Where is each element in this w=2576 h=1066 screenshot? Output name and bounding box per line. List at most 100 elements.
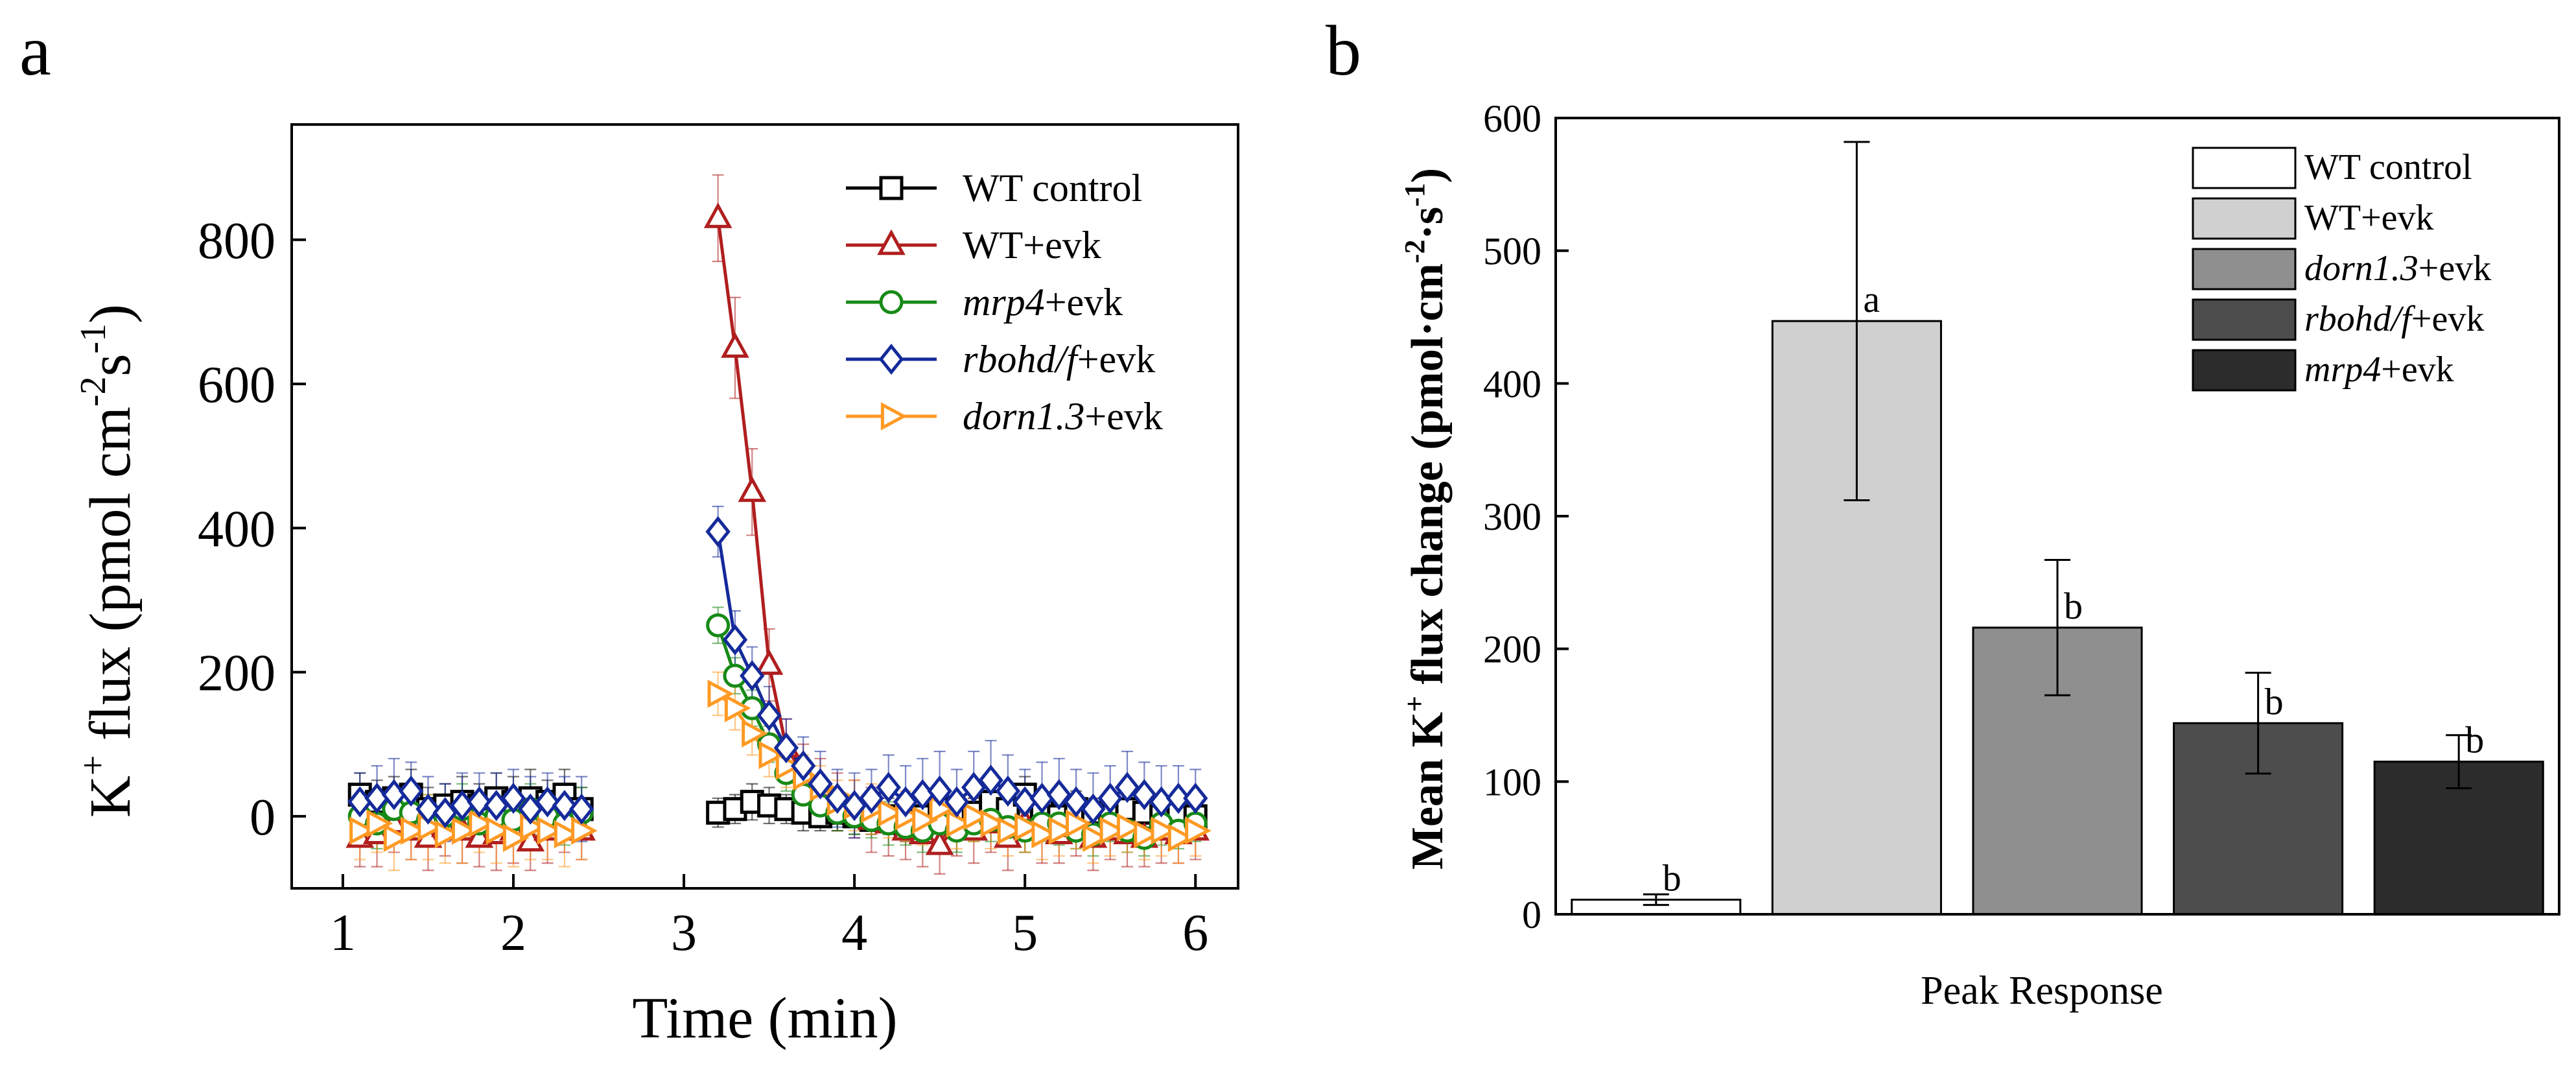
panel-a-legend-label-wt_control: WT control xyxy=(963,167,1142,209)
panel-a-marker-dorn xyxy=(1048,816,1075,845)
panel-a-marker-dorn xyxy=(1151,816,1178,845)
panel-b-y-ticks: 0 100 200 300 400 500 600 xyxy=(1483,97,1569,936)
panel-b-significance-letters: b a b b b xyxy=(1663,278,2484,899)
panel-a-marker-rbohd xyxy=(773,732,799,764)
panel-a-marker-wt_evk xyxy=(925,829,954,855)
panel-a-marker-dorn xyxy=(469,809,495,838)
panel-a-y-ticks: 0 200 400 600 800 xyxy=(198,213,306,846)
panel-a-marker-dorn xyxy=(1116,812,1143,842)
panel-b-legend-swatch xyxy=(2192,349,2297,392)
panel-a-marker-rbohd xyxy=(535,786,560,818)
panel-a-marker-wt_evk xyxy=(721,332,749,358)
panel-a-marker-rbohd xyxy=(927,775,952,807)
panel-a-marker-dorn xyxy=(707,680,734,708)
panel-a-marker-dorn xyxy=(571,816,598,845)
panel-a-marker-rbohd xyxy=(1183,783,1208,814)
panel-b-y-tick-label: 400 xyxy=(1483,362,1541,405)
panel-a-y-tick-label: 600 xyxy=(198,357,275,414)
panel-a-marker-dorn xyxy=(1185,816,1212,845)
panel-a-x-tick-label: 4 xyxy=(841,905,867,962)
panel-a-y-tick-label: 0 xyxy=(250,789,275,846)
panel-a-plot-frame xyxy=(290,123,1239,890)
panel-a-marker-dorn xyxy=(401,816,427,845)
panel-a-marker-rbohd xyxy=(995,775,1021,807)
panel-b-y-tick-label: 600 xyxy=(1483,97,1541,140)
panel-b-legend: WT control WT+evk dorn1.3+evk rbohd/f+evk mr… xyxy=(2192,147,2491,392)
panel-a-x-tick-label: 3 xyxy=(671,905,697,962)
panel-b-y-tick-label: 200 xyxy=(1483,628,1541,671)
panel-a-marker-rbohd xyxy=(705,515,731,547)
panel-a-legend-marker-mrp4 xyxy=(879,290,904,314)
panel-a-legend-label-wt_evk: WT+evk xyxy=(963,224,1101,266)
panel-a-marker-rbohd xyxy=(808,768,833,800)
panel-b-significance-letter: b xyxy=(2265,680,2284,722)
panel-b-peak-response: b Mean K+ flux change (pmol·cm-2·s-1) b a… xyxy=(1326,11,2560,1013)
panel-a-legend-marker-wt_control xyxy=(879,176,904,200)
panel-b-letter: b xyxy=(1326,11,1361,90)
panel-b-legend-swatch xyxy=(2192,197,2297,240)
panel-a-letter: a xyxy=(19,11,51,90)
panel-a-legend-marker-dorn xyxy=(880,402,907,431)
panel-a-y-axis-title: K+ flux (pmol cm-2s-1) xyxy=(73,304,143,818)
panel-a-marker-rbohd xyxy=(978,764,1003,796)
panel-b-legend-label: dorn1.3+evk xyxy=(2304,248,2491,289)
panel-a-x-tick-label: 6 xyxy=(1182,905,1208,962)
panel-b-significance-letter: b xyxy=(2064,585,2083,627)
panel-a-legend-label-dorn: dorn1.3+evk xyxy=(963,395,1163,438)
panel-b-significance-letter: b xyxy=(1663,857,1681,899)
panel-a-marker-rbohd xyxy=(569,793,594,825)
panel-a-marker-rbohd xyxy=(790,750,816,782)
panel-a-marker-rbohd xyxy=(740,660,765,692)
panel-a-marker-rbohd xyxy=(500,783,526,814)
panel-a-marker-dorn xyxy=(349,816,376,845)
panel-b-x-axis-title: Peak Response xyxy=(1921,969,2163,1013)
panel-b-legend-swatch xyxy=(2192,248,2297,290)
panel-a-marker-dorn xyxy=(366,809,393,838)
panel-a-marker-dorn xyxy=(980,809,1007,838)
panel-b-y-tick-label: 100 xyxy=(1483,761,1541,803)
panel-a-marker-dorn xyxy=(963,802,990,831)
panel-a-marker-dorn xyxy=(912,805,939,835)
panel-a-x-tick-label: 2 xyxy=(500,905,526,962)
panel-a-marker-dorn xyxy=(1167,823,1195,852)
panel-a-marker-dorn xyxy=(742,719,768,748)
panel-a-marker-dorn xyxy=(878,798,905,827)
panel-a-marker-rbohd xyxy=(416,793,441,825)
panel-a-marker-wt_evk xyxy=(703,202,732,228)
panel-a-marker-dorn xyxy=(997,816,1024,845)
panel-a-y-tick-label: 400 xyxy=(198,501,275,558)
panel-b-legend-swatch xyxy=(2192,147,2297,189)
panel-a-marker-dorn xyxy=(383,823,410,852)
panel-b-y-axis-title: Mean K+ flux change (pmol·cm-2·s-1) xyxy=(1399,168,1453,870)
panel-a-marker-rbohd xyxy=(944,786,970,818)
panel-a-marker-mrp4 xyxy=(706,613,731,637)
panel-a-legend-label-rbohd: rbohd/f+evk xyxy=(963,338,1155,381)
panel-a-marker-rbohd xyxy=(398,775,424,807)
panel-b-legend-label: WT+evk xyxy=(2304,198,2434,238)
panel-b-y-tick-label: 300 xyxy=(1483,495,1541,538)
panel-a-marker-dorn xyxy=(724,694,751,722)
panel-a-marker-dorn xyxy=(1031,820,1058,849)
panel-a-marker-dorn xyxy=(1065,809,1092,838)
panel-b-legend-label: rbohd/f+evk xyxy=(2304,299,2484,339)
panel-a-marker-dorn xyxy=(1014,812,1041,842)
panel-a-marker-dorn xyxy=(1134,820,1160,849)
panel-a-legend-marker-wt_evk xyxy=(877,229,906,255)
panel-a-marker-rbohd xyxy=(1097,783,1123,814)
panel-b-legend-label: mrp4+evk xyxy=(2304,349,2454,390)
panel-a-legend: WT control WT+evk mrp4+evk rbohd/f+evk dorn1… xyxy=(846,167,1163,438)
panel-a-x-ticks: 1 2 3 4 5 6 xyxy=(330,874,1208,962)
panel-a-marker-dorn xyxy=(451,816,478,845)
panel-a-marker-dorn xyxy=(758,740,786,770)
panel-a-marker-rbohd xyxy=(1165,783,1191,814)
panel-a-marker-rbohd xyxy=(467,786,492,818)
panel-a-marker-rbohd xyxy=(756,700,782,731)
panel-a-marker-dorn xyxy=(537,816,564,845)
panel-a-marker-dorn xyxy=(1099,816,1127,845)
panel-a-marker-dorn xyxy=(946,809,973,838)
panel-a-x-tick-label: 1 xyxy=(330,905,356,962)
panel-a-marker-wt_evk xyxy=(755,649,784,675)
panel-a-y-tick-label: 200 xyxy=(198,645,275,702)
panel-b-legend-label: WT control xyxy=(2304,147,2472,187)
